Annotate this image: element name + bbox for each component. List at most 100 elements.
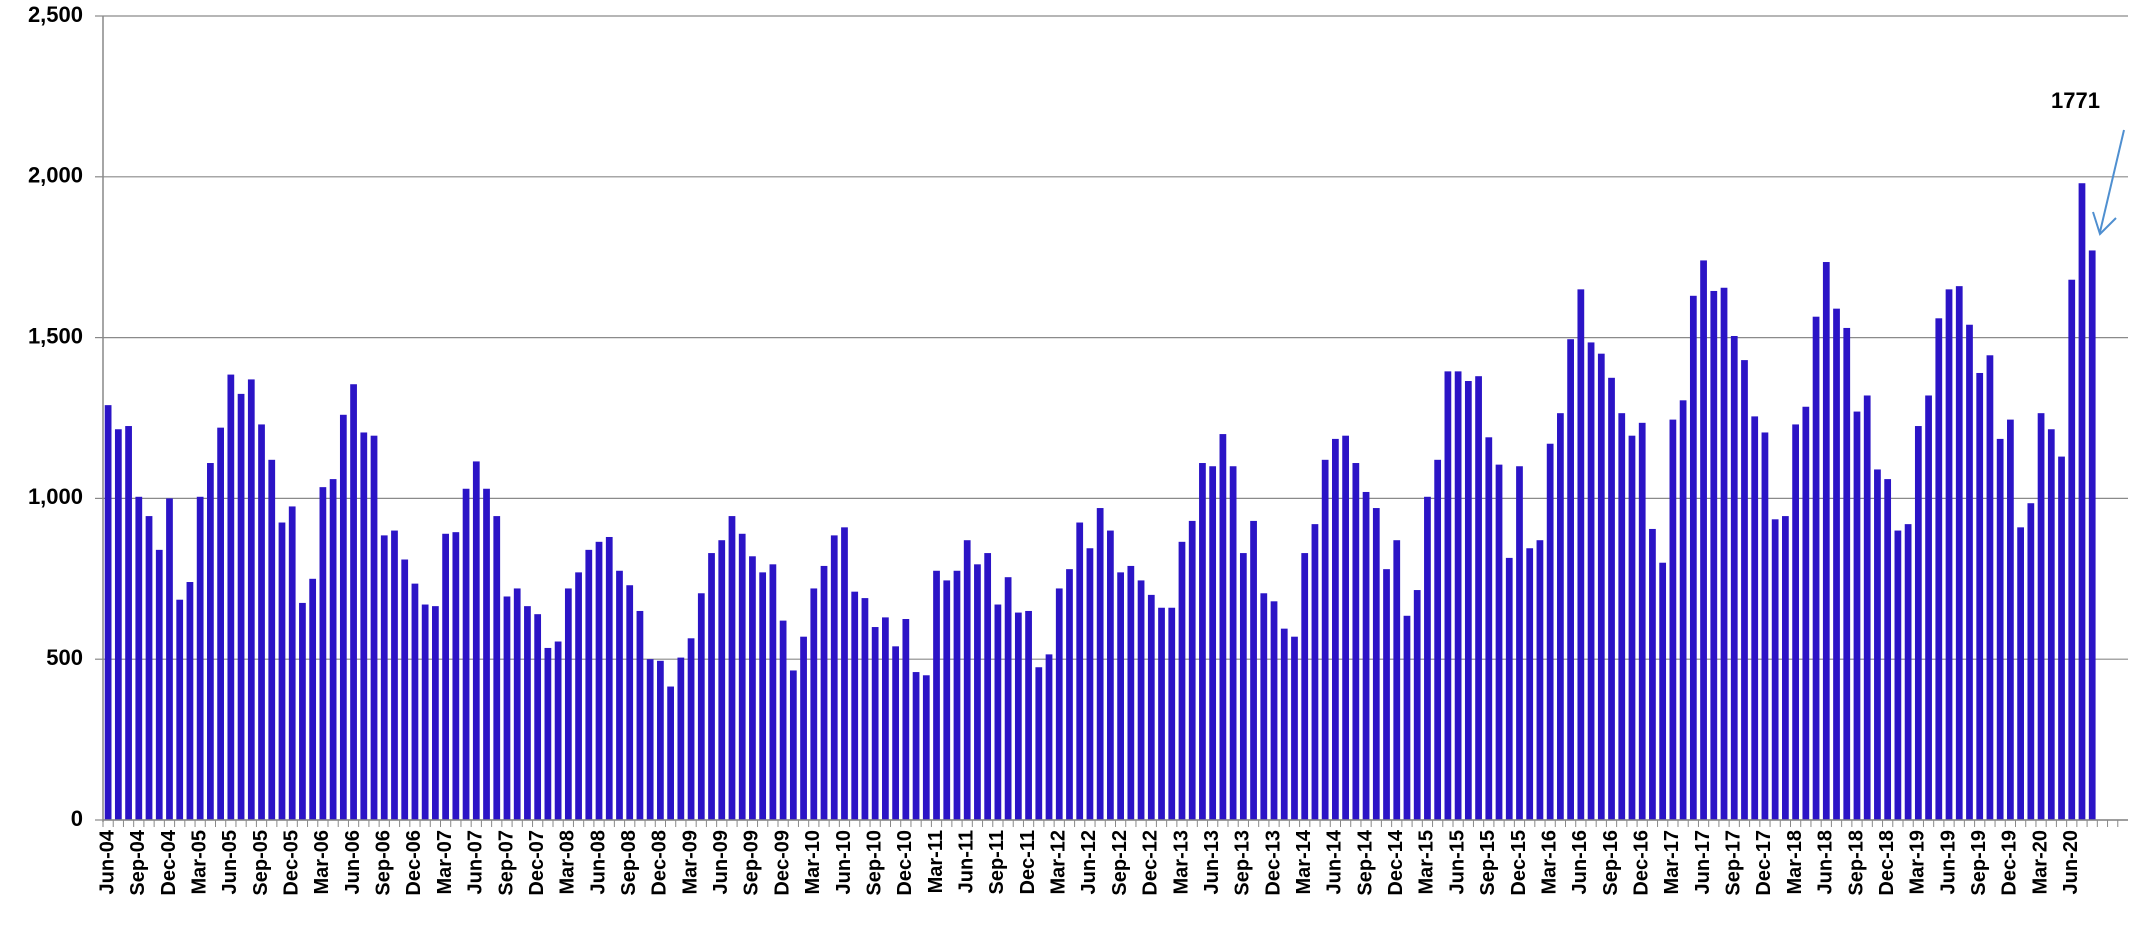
bar: [1894, 530, 1902, 820]
bar: [2047, 429, 2055, 820]
bar: [278, 522, 286, 820]
bar: [1935, 318, 1943, 820]
bar: [1270, 601, 1278, 820]
bar: [994, 604, 1002, 820]
bar: [861, 598, 869, 820]
x-tick-label: Sep-11: [986, 830, 1008, 894]
bar: [963, 540, 971, 820]
bar: [1168, 607, 1176, 820]
bar: [503, 596, 511, 820]
bar: [2007, 419, 2014, 820]
bar: [1147, 594, 1155, 820]
x-tick-label: Sep-18: [1845, 830, 1867, 896]
bar: [1137, 580, 1145, 820]
x-tick-label: Sep-06: [373, 830, 395, 896]
bar: [125, 426, 132, 820]
bar: [1055, 588, 1063, 820]
bar: [595, 541, 603, 820]
x-tick-label: Dec-12: [1140, 830, 1162, 896]
x-tick-label: Dec-05: [280, 830, 302, 896]
bar: [1086, 548, 1094, 820]
bar: [1352, 463, 1360, 820]
bar: [933, 570, 940, 820]
bar: [135, 496, 143, 820]
bar: [1066, 569, 1073, 820]
bar: [769, 564, 777, 820]
bar: [1608, 377, 1615, 820]
bar: [1802, 406, 1810, 820]
bar: [247, 379, 255, 820]
bar: [1158, 607, 1165, 820]
bar: [329, 479, 337, 820]
bar: [1996, 438, 2004, 820]
x-tick-label: Jun-04: [96, 829, 118, 894]
y-tick-label: 1,000: [28, 484, 83, 509]
bar: [759, 572, 767, 820]
x-tick-label: Mar-20: [2029, 830, 2051, 894]
x-tick-label: Dec-09: [771, 830, 793, 896]
bar: [2058, 456, 2065, 820]
x-tick-label: Sep-15: [1477, 830, 1499, 896]
bar: [1536, 540, 1544, 820]
bar: [227, 374, 235, 820]
bar: [1638, 422, 1646, 820]
x-tick-label: Sep-08: [618, 830, 640, 896]
bar: [145, 516, 153, 820]
bar: [104, 405, 112, 820]
bar: [258, 424, 265, 820]
x-tick-label: Jun-14: [1324, 829, 1346, 894]
bar: [493, 516, 501, 820]
bar: [1014, 612, 1022, 820]
bar: [1454, 371, 1462, 820]
bar: [1761, 432, 1769, 820]
bar: [524, 606, 531, 820]
bar: [1659, 562, 1667, 820]
bar: [155, 549, 163, 820]
bar: [1464, 381, 1472, 820]
bar: [1362, 491, 1370, 820]
bar: [810, 588, 818, 820]
bar: [1239, 553, 1247, 820]
x-tick-label: Dec-16: [1630, 830, 1652, 896]
x-tick-label: Mar-09: [679, 830, 701, 894]
x-tick-label: Dec-11: [1017, 830, 1039, 895]
bar: [186, 582, 194, 820]
bar: [237, 393, 245, 820]
bar: [1833, 308, 1840, 820]
bar: [1914, 426, 1922, 820]
bar: [1199, 463, 1206, 820]
bar: [442, 533, 449, 820]
x-tick-label: Mar-14: [1293, 829, 1315, 894]
bar: [953, 570, 961, 820]
bar: [626, 585, 634, 820]
x-tick-label: Dec-14: [1385, 829, 1407, 895]
bar: [1587, 342, 1595, 820]
bar: [1812, 316, 1820, 820]
bar: [984, 553, 992, 820]
bar: [196, 496, 204, 820]
bar: [912, 672, 920, 820]
bar: [1669, 419, 1677, 820]
x-tick-label: Jun-17: [1692, 830, 1714, 894]
bar: [1342, 435, 1349, 820]
bar: [1945, 289, 1953, 820]
bar: [1822, 262, 1830, 820]
x-tick-label: Mar-12: [1048, 830, 1070, 894]
bar: [1383, 569, 1390, 820]
bar: [1649, 528, 1656, 820]
bar: [902, 619, 910, 820]
x-tick-label: Sep-07: [495, 830, 517, 896]
bar: [1628, 435, 1636, 820]
bar: [2068, 279, 2076, 820]
y-tick-label: 2,000: [28, 163, 83, 188]
bar: [800, 636, 807, 820]
bar: [1219, 434, 1227, 820]
bar: [1117, 572, 1124, 820]
x-tick-label: Jun-15: [1446, 830, 1468, 894]
x-tick-label: Dec-10: [894, 830, 916, 896]
bar: [585, 549, 593, 820]
arrow-head: [2092, 211, 2117, 236]
bar: [697, 593, 705, 820]
bar: [391, 530, 398, 820]
bar: [1004, 577, 1012, 820]
